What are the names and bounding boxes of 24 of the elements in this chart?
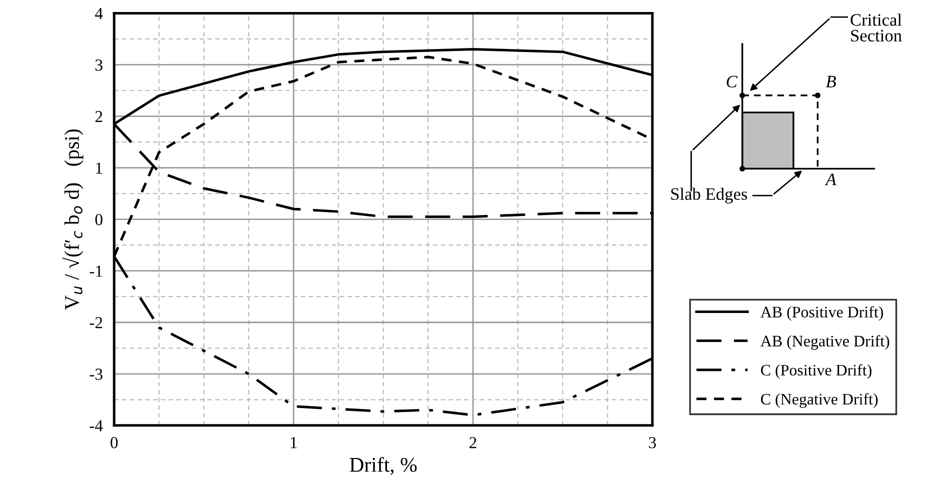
text: A: [824, 174, 836, 186]
y-tick-label: -3: [90, 368, 102, 380]
y-tick-label: -1: [90, 266, 102, 277]
y-tick-label: -2: [90, 317, 102, 328]
x-tick-label: 1: [290, 437, 297, 448]
y-axis-title: V$_{u}$ / √(f′$_{c}$ b$_{o}$ d) (psi): [62, 129, 84, 310]
y-tick-label: 3: [95, 59, 102, 71]
text: Critical Section: [850, 14, 902, 42]
legend-label: AB (Positive Drift): [760, 306, 883, 321]
text: C: [726, 76, 738, 88]
x-axis-title: Drift, %: [350, 457, 417, 475]
y-tick-label: 2: [95, 111, 102, 122]
y-tick-label: 1: [96, 162, 102, 174]
text: Slab Edges: [671, 188, 748, 204]
x-tick-label: 0: [110, 437, 118, 448]
legend-label: C (Negative Drift): [761, 393, 878, 408]
x-tick-label: 3: [649, 437, 656, 448]
text: B: [826, 76, 836, 88]
y-tick-label: -4: [90, 420, 103, 432]
y-tick-label: 4: [95, 8, 103, 19]
x-tick-label: 2: [470, 437, 476, 448]
legend-label: C (Positive Drift): [761, 364, 872, 379]
legend-label: AB (Negative Drift): [760, 335, 890, 350]
y-tick-label: 0: [95, 214, 102, 226]
